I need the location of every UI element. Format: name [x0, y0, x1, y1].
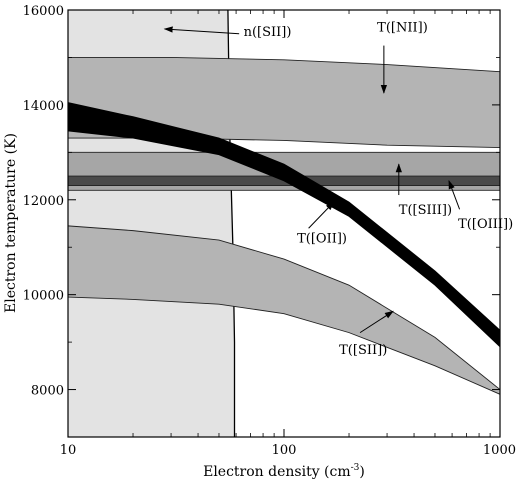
region-t-oii-lower-edge	[68, 130, 500, 348]
region-t-oii-upper-edge	[68, 102, 500, 331]
region-t-sii-upper-edge	[68, 225, 500, 390]
annotation-arrow-sii-n	[163, 26, 240, 35]
region-t-sii	[68, 225, 500, 395]
x-tick-label: 100	[272, 443, 297, 458]
x-axis-title-tail: )	[359, 464, 364, 480]
annotation-label-sii: T([SII])	[339, 343, 387, 358]
annotation-label-nii: T([NII])	[377, 20, 428, 35]
annotation-label-oiii: T([OIII])	[458, 217, 513, 232]
y-tick-label: 8000	[31, 384, 64, 399]
region-t-nii	[68, 57, 500, 148]
annotation-label-siii: T([SIII])	[399, 203, 452, 218]
x-axis-title-superscript: -3	[351, 463, 360, 473]
annotation-arrow-oiii	[448, 179, 461, 210]
ticks: 10 100 1000 8000 10000 12000 14000 16000	[23, 4, 516, 458]
y-tick-label: 14000	[23, 99, 64, 114]
y-tick-label: 16000	[23, 4, 64, 19]
y-tick-label: 10000	[23, 289, 64, 304]
region-t-sii-lower-edge	[68, 296, 500, 395]
annotation-arrow-sii	[359, 310, 394, 334]
x-tick-label: 1000	[483, 443, 516, 458]
regions	[68, 10, 500, 437]
annotation-label-oii: T([OII])	[297, 231, 347, 246]
x-tick-label: 10	[60, 443, 77, 458]
region-t-nii-upper-edge	[68, 56, 500, 73]
annotations: n([SII]) T([NII]) T([SIII]) T([OIII]) T([OII…	[163, 20, 513, 358]
region-t-oii	[68, 102, 500, 347]
y-axis-title: Electron temperature (K)	[3, 133, 19, 313]
annotation-label-sii-n: n([SII])	[244, 25, 292, 40]
y-tick-label: 12000	[23, 194, 64, 209]
annotation-arrow-oii	[308, 201, 335, 229]
x-axis-title: Electron density (cm-3)	[203, 463, 365, 480]
